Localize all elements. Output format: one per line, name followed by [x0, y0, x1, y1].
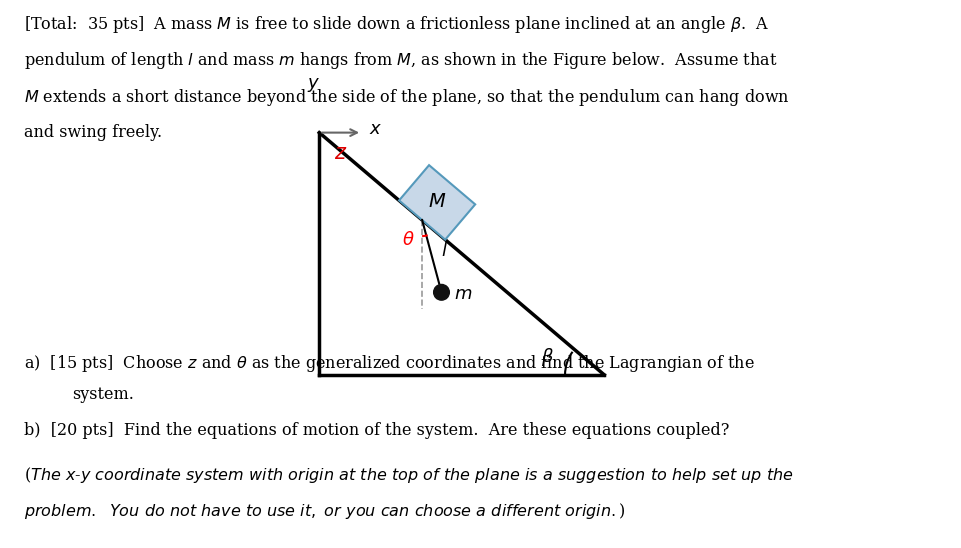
Text: ($\it{The\ x}$-$\it{y\ coordinate\ system\ with\ origin\ at\ the\ top\ of\ the\ : ($\it{The\ x}$-$\it{y\ coordinate\ syste…	[24, 465, 793, 484]
Polygon shape	[399, 165, 475, 239]
Text: $z$: $z$	[334, 143, 347, 163]
Text: $x$: $x$	[369, 120, 382, 138]
Text: a)  [15 pts]  Choose $z$ and $\theta$ as the generalized coordinates and find th: a) [15 pts] Choose $z$ and $\theta$ as t…	[24, 353, 754, 374]
Text: $\theta$: $\theta$	[402, 231, 414, 249]
Text: $y$: $y$	[307, 76, 320, 94]
Text: $\it{problem.\ \ You\ do\ not\ have\ to\ use\ it,\ or\ you\ can\ choose\ a\ diff: $\it{problem.\ \ You\ do\ not\ have\ to\…	[24, 501, 625, 521]
Text: b)  [20 pts]  Find the equations of motion of the system.  Are these equations c: b) [20 pts] Find the equations of motion…	[24, 422, 728, 439]
Text: system.: system.	[72, 386, 134, 403]
Text: [Total:  35 pts]  A mass $M$ is free to slide down a frictionless plane inclined: [Total: 35 pts] A mass $M$ is free to sl…	[24, 14, 769, 35]
Text: $l$: $l$	[440, 242, 447, 260]
Text: $M$: $M$	[428, 193, 446, 212]
Text: $\beta$: $\beta$	[540, 346, 554, 368]
Text: $M$ extends a short distance beyond the side of the plane, so that the pendulum : $M$ extends a short distance beyond the …	[24, 87, 789, 108]
Text: pendulum of length $l$ and mass $m$ hangs from $M$, as shown in the Figure below: pendulum of length $l$ and mass $m$ hang…	[24, 50, 776, 71]
Text: $m$: $m$	[454, 285, 472, 303]
Text: and swing freely.: and swing freely.	[24, 124, 162, 141]
Circle shape	[433, 284, 449, 300]
